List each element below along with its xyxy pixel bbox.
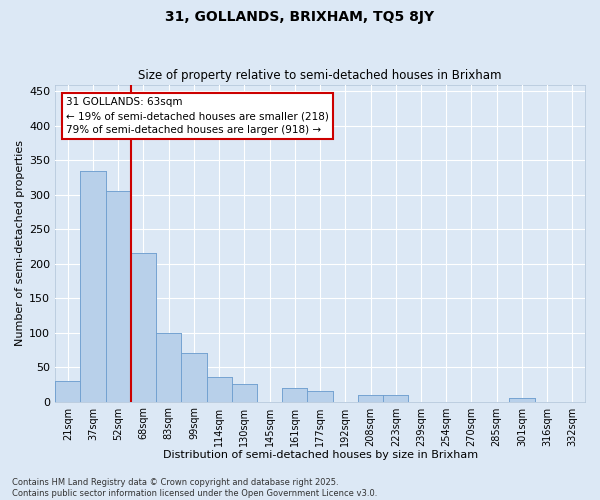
Bar <box>383 394 409 402</box>
Bar <box>358 394 383 402</box>
Bar <box>131 254 156 402</box>
Bar <box>383 394 409 402</box>
Y-axis label: Number of semi-detached properties: Number of semi-detached properties <box>15 140 25 346</box>
Text: 31 GOLLANDS: 63sqm
← 19% of semi-detached houses are smaller (218)
79% of semi-d: 31 GOLLANDS: 63sqm ← 19% of semi-detache… <box>66 97 329 135</box>
X-axis label: Distribution of semi-detached houses by size in Brixham: Distribution of semi-detached houses by … <box>163 450 478 460</box>
Bar <box>55 381 80 402</box>
Bar <box>156 332 181 402</box>
Bar <box>509 398 535 402</box>
Bar <box>80 170 106 402</box>
Bar <box>282 388 307 402</box>
Bar <box>106 192 131 402</box>
Bar <box>156 332 181 402</box>
Title: Size of property relative to semi-detached houses in Brixham: Size of property relative to semi-detach… <box>139 69 502 82</box>
Text: 31, GOLLANDS, BRIXHAM, TQ5 8JY: 31, GOLLANDS, BRIXHAM, TQ5 8JY <box>166 10 434 24</box>
Bar <box>206 378 232 402</box>
Bar <box>206 378 232 402</box>
Bar <box>282 388 307 402</box>
Bar <box>131 254 156 402</box>
Bar <box>358 394 383 402</box>
Text: Contains HM Land Registry data © Crown copyright and database right 2025.
Contai: Contains HM Land Registry data © Crown c… <box>12 478 377 498</box>
Bar <box>106 192 131 402</box>
Bar <box>232 384 257 402</box>
Bar <box>307 392 332 402</box>
Bar <box>55 381 80 402</box>
Bar <box>307 392 332 402</box>
Bar <box>80 170 106 402</box>
Bar <box>181 354 206 402</box>
Bar <box>509 398 535 402</box>
Bar <box>232 384 257 402</box>
Bar <box>181 354 206 402</box>
